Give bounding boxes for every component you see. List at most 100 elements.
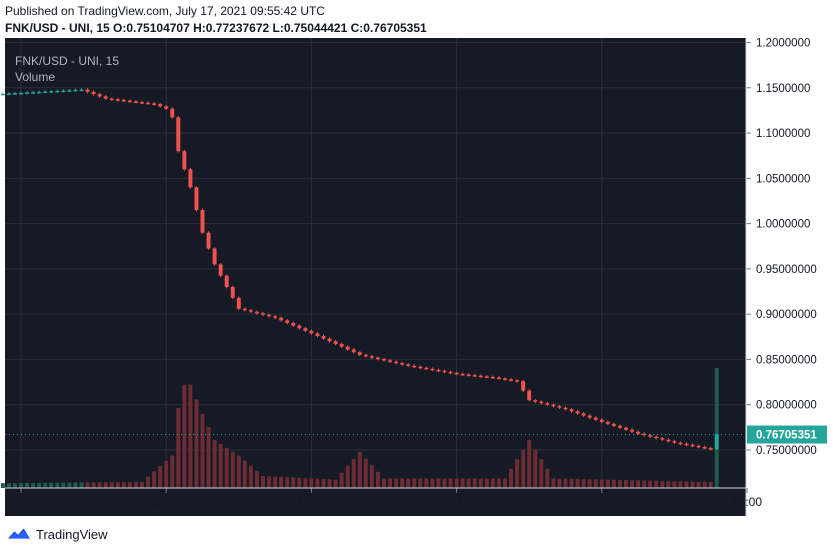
candle-body [55,90,60,93]
chart-pane[interactable] [5,38,751,516]
volume-bar [188,384,193,488]
volume-bar [581,479,586,488]
candle-body [406,364,411,366]
candle-body [206,232,211,249]
price-tick-label: 1.1000000 [756,128,810,140]
volume-bar [133,482,138,488]
volume-bar [436,478,441,488]
legend-symbol: FNK/USD - UNI, 15 [15,54,119,68]
candle-body [279,317,284,321]
volume-bar [660,480,665,488]
candle-body [684,443,689,446]
candle-body [388,360,393,362]
volume-bar [412,478,417,488]
candle-body [333,341,338,345]
volume-bar [212,440,217,488]
volume-bar [690,481,695,488]
candle-body [261,313,265,315]
volume-bar [369,465,374,488]
volume-bar [140,482,144,488]
candle-body [654,436,659,439]
volume-bar [478,478,483,488]
candle-body [85,89,90,92]
candle-body [73,89,78,92]
candle-body [599,419,604,422]
candle-body [678,442,683,445]
volume-bar [611,479,616,488]
ohlc-l-label: L: [272,21,284,35]
candle-body [188,169,193,188]
volume-bar [357,452,362,488]
candle-body [242,308,247,311]
volume-bar [672,481,677,488]
candle-body [424,367,429,370]
volume-bar [345,465,350,488]
candle-body [164,106,169,109]
candle-body [569,409,574,412]
candle-body [285,320,290,323]
volume-bar [224,447,229,488]
candle-body [690,444,695,447]
volume-bar [121,482,126,488]
volume-bar [19,483,23,488]
candle-body [545,403,550,405]
volume-bar [496,478,501,488]
candle-body [490,376,495,379]
volume-bar [430,478,435,488]
volume-bar [303,478,308,488]
volume-bar [714,368,719,488]
candle-body [218,264,223,276]
volume-bar [424,478,429,488]
time-tick-label: 18:00 [296,495,326,509]
volume-bar [605,479,610,488]
candle-body [67,90,72,92]
volume-bar [684,481,689,488]
candle-body [91,91,96,95]
price-tick-label: 0.75000000 [756,445,817,457]
candle-layer [0,88,719,451]
volume-bar [103,482,108,488]
candle-body [581,413,586,416]
candle-body [382,358,386,361]
volume-bar [315,478,320,488]
volume-bar [533,449,538,488]
candle-body [394,361,399,364]
volume-bar [388,478,393,488]
volume-bar [587,479,592,488]
candle-body [539,401,544,404]
candle-body [648,435,653,437]
volume-bar [297,477,302,488]
volume-bar [61,482,66,488]
volume-bar [230,451,235,488]
volume-bar [400,478,405,488]
volume-bar [624,480,628,488]
volume-bar [12,483,17,488]
volume-bar [339,472,344,488]
volume-bar [406,478,411,488]
candle-body [273,316,278,318]
candle-body [472,375,477,377]
candle-body [339,344,344,347]
volume-bar [25,482,30,488]
footer[interactable]: TradingView [8,526,108,542]
candle-body [182,151,187,170]
candle-body [430,368,435,371]
volume-bar [490,478,495,488]
volume-bar [593,479,598,488]
volume-bar [539,459,544,488]
volume-bar [466,478,471,488]
candle-body [25,92,30,95]
volume-bar [261,476,265,488]
candle-body [484,376,489,378]
volume-bar [394,478,399,488]
candle-body [448,371,453,374]
candle-body [31,92,36,94]
volume-bar [545,468,550,488]
volume-bar [563,478,568,488]
candle-body [363,354,368,357]
candle-body [37,91,42,94]
volume-bar [321,479,326,488]
ohlc-c-label: C: [350,21,364,35]
ohlc-h-value: 0.77237672 [205,21,270,35]
